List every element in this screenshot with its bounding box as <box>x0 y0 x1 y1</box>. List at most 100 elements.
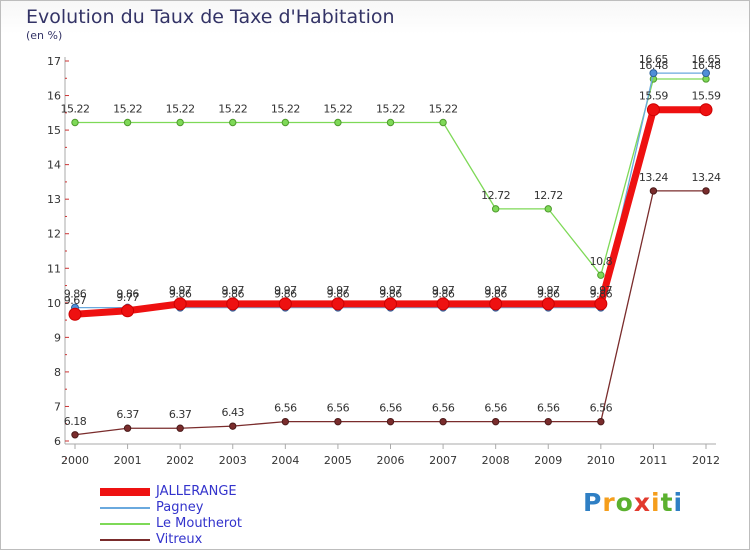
data-label-le-moutherot: 15.22 <box>61 102 90 115</box>
y-tick-label: 9 <box>54 331 61 344</box>
data-label-le-moutherot: 15.22 <box>166 102 195 115</box>
data-label-le-moutherot: 15.22 <box>323 102 352 115</box>
data-label-pagney: 9.86 <box>64 288 87 301</box>
legend-swatch <box>100 539 150 541</box>
data-point-vitreux <box>649 187 658 195</box>
data-label-vitreux: 6.56 <box>537 402 560 415</box>
data-label-jallerange: 15.59 <box>692 90 721 103</box>
data-label-pagney: 9.86 <box>327 288 350 301</box>
legend-swatch <box>100 523 150 525</box>
data-point-le-moutherot <box>544 205 552 213</box>
data-point-jallerange <box>68 307 82 321</box>
y-tick-label: 12 <box>47 228 61 241</box>
data-labels: 6.18 6.37 6.37 6.43 6.56 6.56 6.56 6.56 6.56 6.56… <box>61 53 722 428</box>
x-tick-label: 2002 <box>166 454 194 467</box>
legend-label: Le Moutherot <box>156 516 242 531</box>
data-point-le-moutherot <box>597 271 605 279</box>
y-tick-label: 13 <box>47 193 61 206</box>
x-tick-label: 2009 <box>534 454 562 467</box>
data-point-vitreux <box>123 424 132 432</box>
legend-label: JALLERANGE <box>156 484 237 499</box>
data-point-le-moutherot <box>491 205 500 213</box>
x-tick-label: 2008 <box>482 454 510 467</box>
data-label-jallerange: 9.97 <box>379 284 402 297</box>
data-label-le-moutherot: 16.48 <box>639 59 668 72</box>
data-point-jallerange <box>331 297 345 311</box>
data-point-pagney <box>702 69 710 78</box>
data-label-vitreux: 6.56 <box>590 402 613 415</box>
legend-item-pagney: Pagney <box>100 500 400 516</box>
logo-letter: P <box>583 488 603 517</box>
data-label-jallerange: 9.97 <box>327 284 350 297</box>
data-point-le-moutherot <box>71 118 79 127</box>
series-line-vitreux <box>74 190 706 436</box>
y-tick-label: 6 <box>54 435 61 448</box>
x-tick-label: 2003 <box>219 454 247 467</box>
data-point-vitreux <box>334 417 342 426</box>
data-label-jallerange: 9.67 <box>64 294 87 307</box>
data-label-jallerange: 9.97 <box>222 284 245 297</box>
data-point-vitreux <box>491 417 500 426</box>
data-label-jallerange: 9.97 <box>590 284 613 297</box>
data-label-pagney: 9.86 <box>590 288 613 301</box>
logo-letter: i <box>651 488 661 517</box>
data-point-vitreux <box>597 417 605 426</box>
data-point-vitreux <box>229 422 237 430</box>
series-lines <box>68 69 713 439</box>
data-label-le-moutherot: 15.22 <box>429 102 458 115</box>
y-axis-unit: (en %) <box>26 29 63 42</box>
data-point-jallerange <box>594 297 608 311</box>
x-tick-label: 2006 <box>377 454 405 467</box>
data-label-le-moutherot: 12.72 <box>534 189 563 202</box>
x-tick-label: 2001 <box>114 454 142 467</box>
legend: JALLERANGE Pagney Le Moutherot Vitreux <box>100 484 400 548</box>
data-label-vitreux: 6.56 <box>274 402 297 415</box>
data-label-vitreux: 6.37 <box>169 408 192 421</box>
logo-letter: i <box>673 488 684 517</box>
data-label-le-moutherot: 15.22 <box>113 102 142 115</box>
data-label-le-moutherot: 10.8 <box>590 255 613 268</box>
data-label-le-moutherot: 15.22 <box>271 102 300 115</box>
x-tick-label: 2010 <box>587 454 615 467</box>
logo-letter: r <box>602 488 616 517</box>
y-tick-label: 11 <box>47 262 61 275</box>
data-label-jallerange: 15.59 <box>639 90 668 103</box>
y-tick-label: 16 <box>47 90 61 103</box>
data-label-pagney: 9.86 <box>432 288 455 301</box>
data-point-le-moutherot <box>386 118 395 127</box>
data-point-jallerange <box>384 297 397 311</box>
data-point-le-moutherot <box>176 118 184 127</box>
x-tick-label: 2007 <box>429 454 457 467</box>
data-label-vitreux: 13.24 <box>692 171 721 184</box>
data-point-jallerange <box>278 297 292 311</box>
data-label-pagney: 9.86 <box>116 288 139 301</box>
data-point-jallerange <box>489 297 503 311</box>
data-point-le-moutherot <box>334 118 342 127</box>
data-point-vitreux <box>544 417 552 426</box>
data-label-vitreux: 6.56 <box>432 402 455 415</box>
data-point-jallerange <box>173 297 187 311</box>
y-tick-label: 10 <box>47 297 61 310</box>
data-point-le-moutherot <box>229 118 237 127</box>
data-point-vitreux <box>176 424 184 432</box>
data-label-jallerange: 9.97 <box>274 284 297 297</box>
data-label-pagney: 16.65 <box>692 53 721 66</box>
y-tick-label: 15 <box>47 124 61 137</box>
data-label-pagney: 9.86 <box>274 288 297 301</box>
data-point-jallerange <box>699 103 713 117</box>
data-label-pagney: 9.86 <box>379 288 402 301</box>
data-label-le-moutherot: 15.22 <box>376 102 405 115</box>
axes: 6 7 8 9 10 11 12 13 14 15 16 17 2000 2001 2002 2003 2004… <box>47 55 720 467</box>
data-label-vitreux: 6.56 <box>327 402 350 415</box>
x-tick-label: 2000 <box>61 454 89 467</box>
y-tick-label: 7 <box>54 400 61 413</box>
data-label-vitreux: 6.56 <box>379 402 402 415</box>
data-label-jallerange: 9.77 <box>116 291 139 304</box>
proxiti-logo: Proxiti <box>583 488 683 517</box>
data-point-jallerange <box>541 297 555 311</box>
legend-label: Pagney <box>156 500 204 515</box>
data-label-vitreux: 6.37 <box>116 408 139 421</box>
data-point-vitreux <box>386 417 395 426</box>
